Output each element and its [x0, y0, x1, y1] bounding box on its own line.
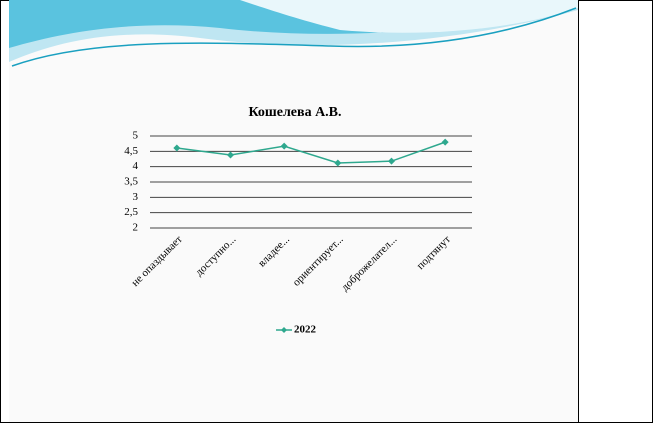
- y-tick-label: 4,5: [124, 145, 138, 157]
- marker: [388, 157, 395, 165]
- y-tick-label: 5: [133, 130, 139, 142]
- wave: [240, 0, 578, 33]
- legend-marker: [281, 327, 287, 333]
- series-line: [176, 141, 446, 164]
- marker: [227, 151, 234, 159]
- marker: [441, 138, 449, 146]
- legend-label: 2022: [294, 324, 317, 336]
- chart-title: Кошелева А.В.: [248, 105, 341, 120]
- marker: [173, 144, 181, 152]
- y-tick-label: 3,5: [124, 176, 138, 188]
- slide-area: [9, 1, 578, 422]
- marker: [280, 142, 288, 150]
- marker: [334, 159, 342, 167]
- wave-line: [11, 7, 577, 67]
- y-tick-label: 3: [133, 191, 139, 203]
- y-tick-label: 4: [133, 160, 139, 172]
- y-tick-label: 2: [133, 222, 139, 234]
- y-tick-label: 2,5: [124, 206, 138, 218]
